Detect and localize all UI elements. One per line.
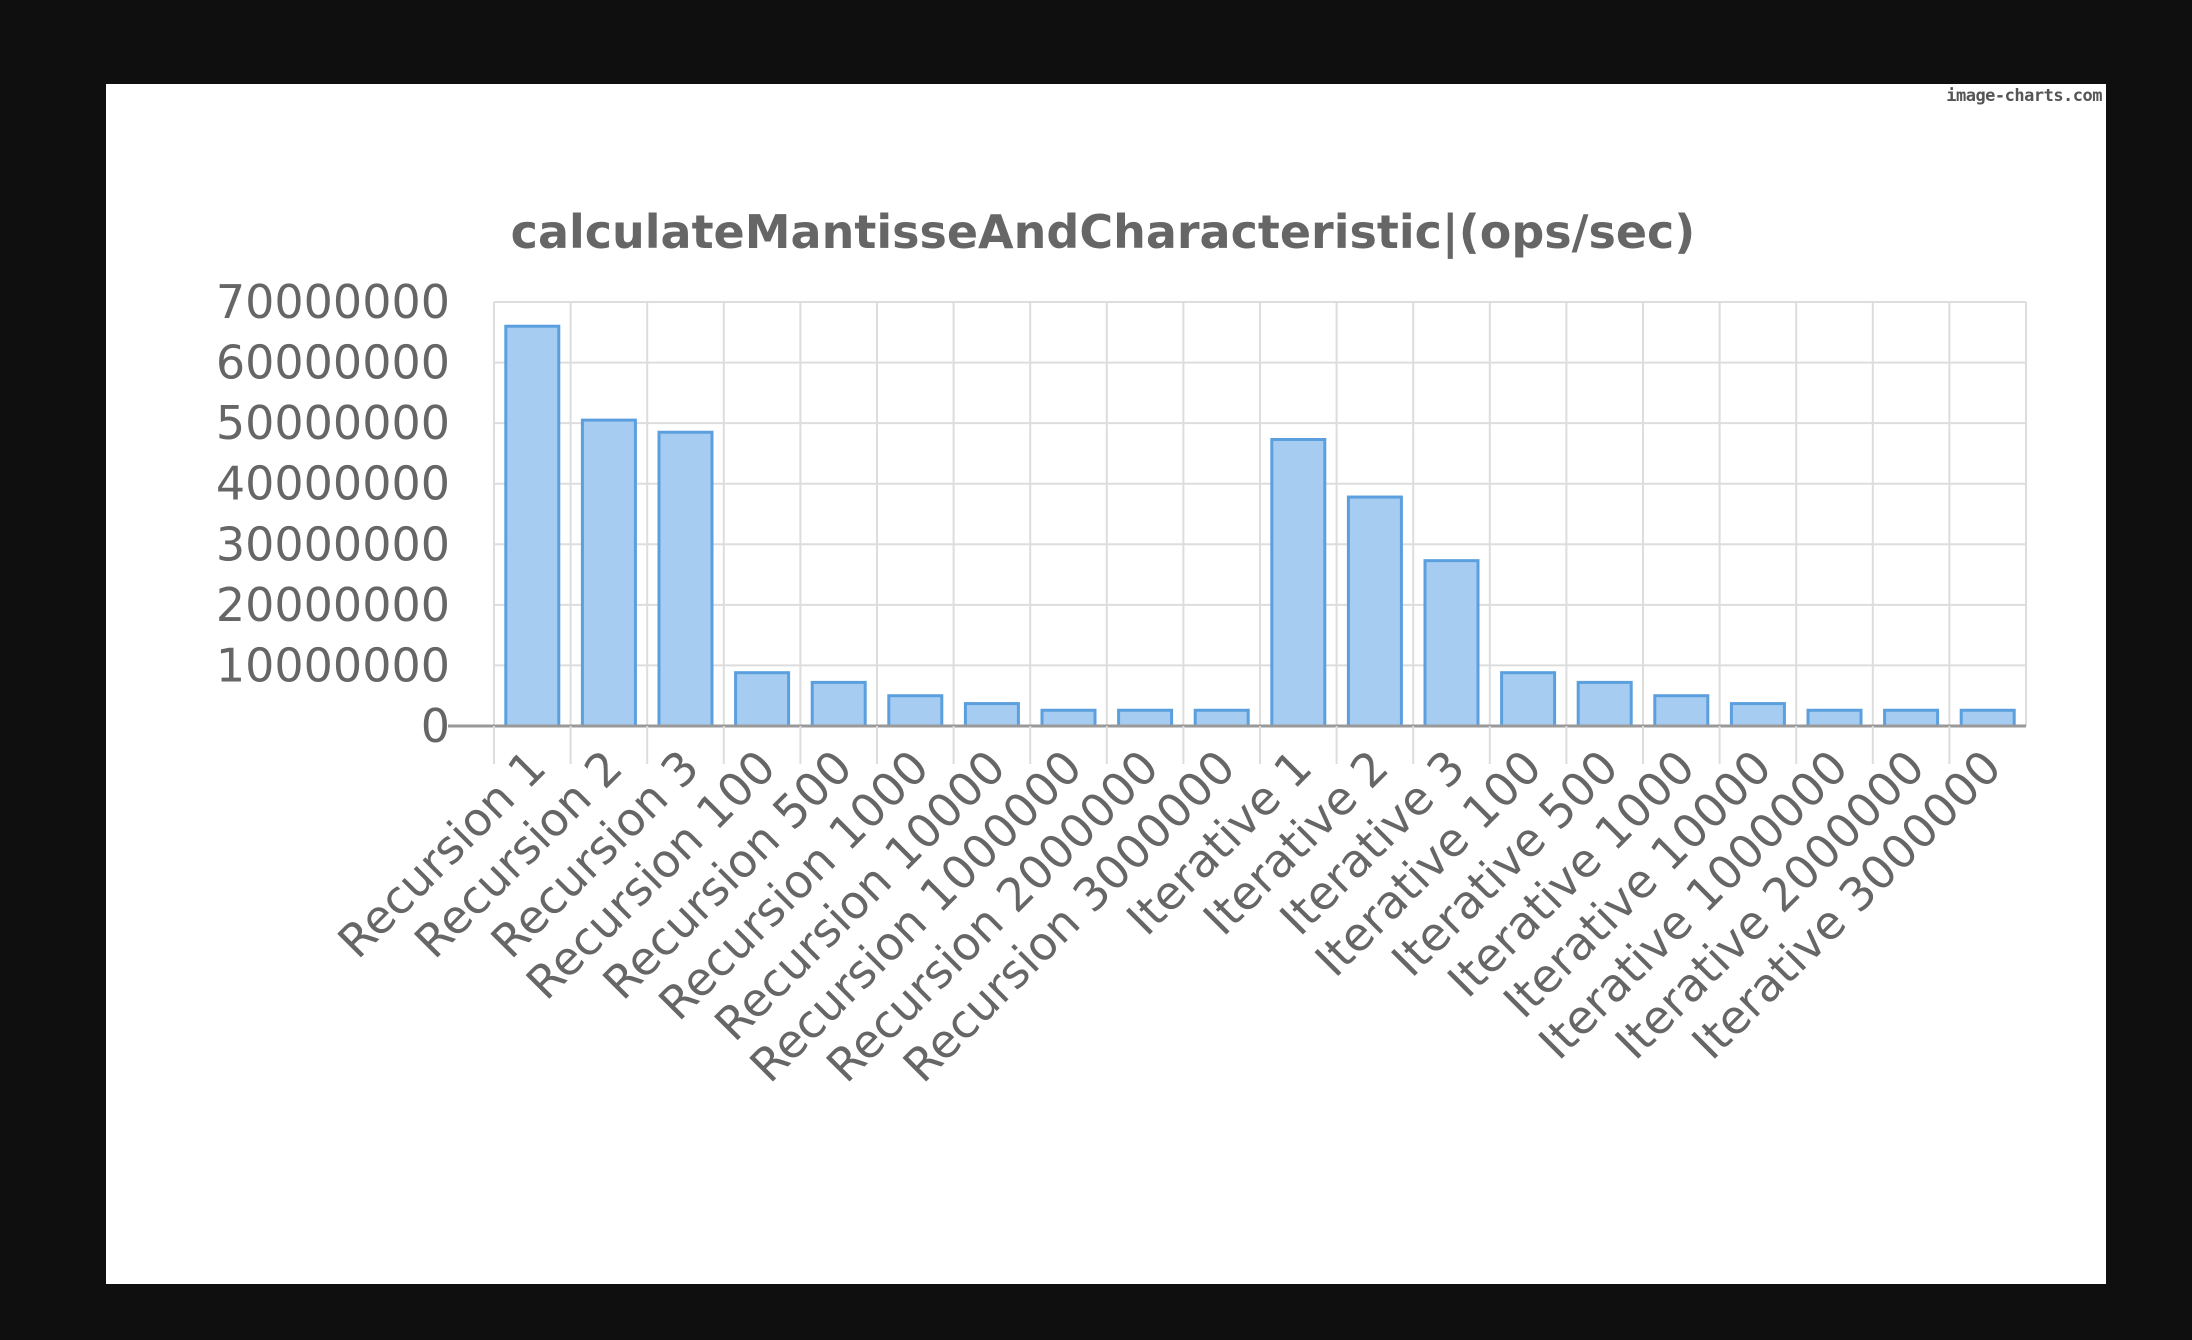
- y-tick-labels: 0 10000000 20000000 30000000 40000000 5000000…: [216, 275, 450, 753]
- bar: [887, 694, 944, 728]
- grid-lines: [493, 301, 2027, 726]
- y-tick-label: 10000000: [216, 638, 450, 692]
- y-tick-label: 70000000: [216, 275, 450, 329]
- bar: [1883, 708, 1940, 728]
- bar: [1346, 495, 1403, 728]
- bar: [963, 702, 1020, 728]
- bar: [657, 430, 714, 728]
- bar: [504, 324, 561, 728]
- bar: [1117, 708, 1174, 728]
- bar: [1653, 694, 1710, 728]
- chart-title: calculateMantisseAndCharacteristic|(ops/…: [511, 205, 1696, 260]
- bar: [1040, 708, 1097, 728]
- y-tick-label: 40000000: [216, 457, 450, 511]
- bar: [1500, 671, 1557, 728]
- axes: [448, 724, 2026, 764]
- bar: [1423, 559, 1480, 728]
- y-tick-label: 30000000: [216, 517, 450, 571]
- bar: [1193, 708, 1250, 728]
- bar: [734, 671, 791, 728]
- watermark-label: image-charts.com: [1946, 86, 2102, 106]
- bar: [580, 418, 637, 728]
- bar: [810, 680, 867, 728]
- bar: [1806, 708, 1863, 728]
- y-tick-label: 0: [421, 699, 450, 753]
- bar: [1729, 702, 1786, 728]
- bar: [1959, 708, 2016, 728]
- y-tick-label: 50000000: [216, 396, 450, 450]
- y-tick-label: 60000000: [216, 336, 450, 390]
- bar: [1270, 437, 1327, 728]
- bar: [1576, 680, 1633, 728]
- y-tick-label: 20000000: [216, 578, 450, 632]
